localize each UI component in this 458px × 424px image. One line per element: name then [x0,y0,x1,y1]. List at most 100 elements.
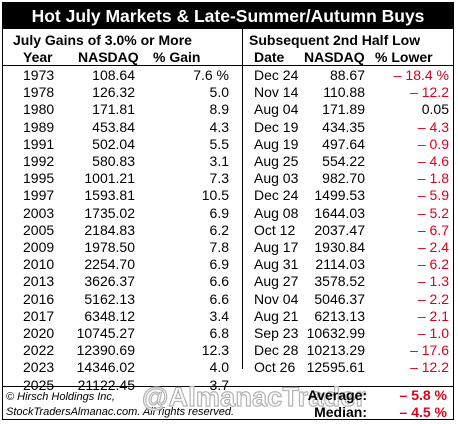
cell-low: 3578.52 [314,273,365,290]
cell-nasdaq: 1978.50 [84,239,135,255]
average-label: Average: [307,387,367,403]
cell-lower: – 1.0 [417,325,449,341]
cell-year: 1991 [23,135,55,152]
cell-date: Aug 19 [254,135,299,152]
footer-divider [3,386,453,387]
cell-lower: – 2.1 [417,307,449,324]
cell-low: 554.22 [322,153,365,169]
cell-year: 2005 [23,221,55,238]
cell-year: 1997 [23,187,55,204]
cell-low: 2114.03 [315,256,365,273]
cell-date: Dec 24 [254,67,299,83]
cell-year: 2009 [23,239,55,255]
cell-low: 1644.03 [314,204,365,221]
cell-gain: 3.7 [209,376,229,393]
cell-date: Dec 28 [254,342,299,359]
cell-date: Aug 08 [254,204,299,221]
cell-lower: 0.05 [421,101,449,118]
cell-lower: – 4.3 [417,118,449,135]
cell-lower: – 2.2 [417,290,449,307]
cell-gain: 5.0 [209,84,229,101]
cell-low: 1499.53 [314,187,365,204]
cell-gain: 7.8 [209,239,229,255]
col-header-date: Date [254,49,285,65]
cell-date: Sep 23 [254,325,299,341]
cell-low: 10213.29 [306,342,365,359]
cell-gain: 7.3 [209,170,229,187]
cell-low: 497.64 [322,135,365,152]
col-header-gain: % Gain [153,49,201,65]
cell-lower: – 0.9 [417,135,449,152]
cell-date: Aug 31 [254,256,299,273]
cell-date: Dec 19 [254,118,299,135]
cell-year: 2017 [23,307,55,324]
cell-nasdaq: 1001.21 [84,170,135,187]
cell-lower: – 1.3 [417,273,449,290]
cell-nasdaq: 453.84 [92,118,135,135]
cell-gain: 6.6 [209,273,229,290]
cell-gain: 3.1 [209,153,229,169]
cell-nasdaq: 126.32 [92,84,135,101]
left-section-header: July Gains of 3.0% or More [13,32,192,48]
cell-nasdaq: 6348.12 [84,307,135,324]
watermark-handle: @AlmanacTrader [141,381,367,412]
right-section-header: Subsequent 2nd Half Low [249,32,421,48]
table-frame: Hot July Markets & Late-Summer/Autumn Bu… [2,2,454,420]
cell-year: 2010 [23,256,55,273]
cell-nasdaq: 580.83 [92,153,135,169]
copyright-text: © Hirsch Holdings Inc, [6,391,115,403]
col-header-lower: % Lower [375,49,433,65]
cell-nasdaq: 1735.02 [84,204,135,221]
cell-nasdaq: 2184.83 [84,221,135,238]
cell-gain: 6.9 [209,204,229,221]
cell-gain: 6.2 [209,221,229,238]
cell-year: 1989 [23,118,55,135]
cell-gain: 6.9 [209,256,229,273]
cell-nasdaq: 3626.37 [84,273,135,290]
cell-low: 12595.61 [306,359,365,376]
cell-year: 2020 [23,325,55,341]
cell-nasdaq: 1593.81 [84,187,135,204]
col-header-nasdaq: NASDAQ [78,49,139,65]
cell-date: Aug 03 [254,170,299,187]
cell-year: 1980 [23,101,55,118]
cell-low: — [351,376,365,393]
cell-nasdaq: 10745.27 [76,325,135,341]
cell-year: 1978 [23,84,55,101]
cell-year: 2022 [23,342,55,359]
cell-date: Nov 14 [254,84,299,101]
cell-gain: 8.9 [209,101,229,118]
cell-low: 1930.84 [314,239,365,255]
col-header-nasdaq-low: NASDAQ [304,49,365,65]
cell-lower: – 5.2 [417,204,449,221]
cell-nasdaq: 14346.02 [76,359,135,376]
cell-date: — [254,376,268,393]
cell-low: 110.88 [323,84,365,101]
cell-year: 1995 [23,170,55,187]
cell-low: 434.35 [322,118,365,135]
cell-low: 88.67 [329,67,365,83]
cell-lower: – 1.8 [417,170,449,187]
cell-lower: – 17.6 [410,342,449,359]
cell-gain: 4.3 [209,118,229,135]
cell-year: 1992 [23,153,55,169]
cell-year: 2013 [23,273,55,290]
header-divider [3,65,453,66]
cell-date: Aug 17 [254,239,299,255]
cell-nasdaq: 171.81 [92,101,135,118]
cell-lower: – 18.4 % [393,67,449,83]
cell-gain: 4.0 [209,359,229,376]
cell-year: 1973 [23,67,55,83]
median-label: Median: [314,404,367,420]
cell-gain: 3.4 [209,307,229,324]
cell-date: Aug 27 [254,273,299,290]
cell-gain: 6.6 [209,290,229,307]
cell-nasdaq: 502.04 [92,135,135,152]
average-value: – 5.8 % [399,387,447,403]
cell-low: 982.70 [322,170,365,187]
cell-year: 2023 [23,359,55,376]
cell-lower: – 6.7 [417,221,449,238]
cell-nasdaq: 12390.69 [76,342,135,359]
cell-date: Oct 12 [254,221,296,238]
cell-gain: 12.3 [201,342,229,359]
